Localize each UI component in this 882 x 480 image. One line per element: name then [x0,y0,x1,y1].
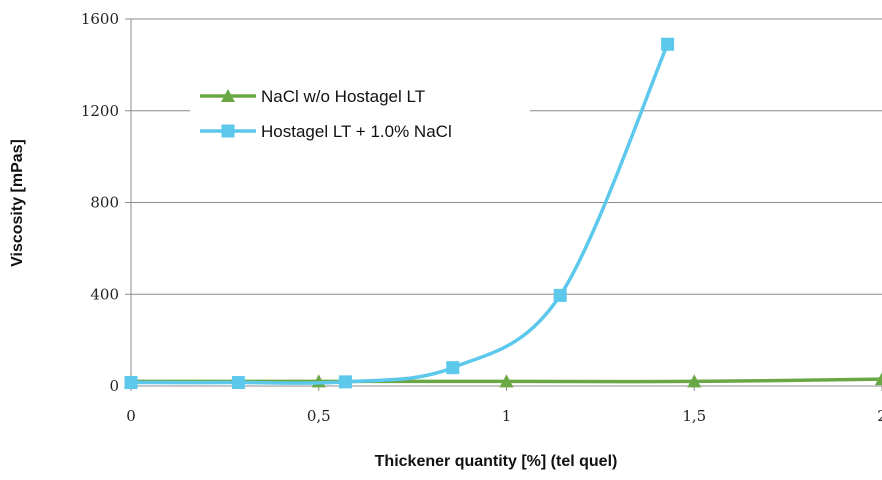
x-tick-label: 1,5 [682,407,706,425]
legend-marker [221,89,235,102]
y-tick-label: 1600 [81,10,119,28]
x-tick-label: 2 [877,407,882,425]
triangle-marker [499,374,514,388]
legend: NaCl w/o Hostagel LT Hostagel LT + 1.0% N… [190,78,530,158]
legend-marker [221,124,235,138]
triangle-marker [687,374,702,388]
axes [125,18,882,391]
y-tick-label: 800 [90,194,119,212]
x-axis-title: Thickener quantity [%] (tel quel) [375,453,618,470]
square-marker [338,375,352,389]
x-tick-label: 1 [502,407,512,425]
y-tick-label: 0 [109,377,119,395]
series-2 [124,37,675,390]
x-tick-label: 0 [126,407,136,425]
y-tick-label: 400 [90,285,119,303]
x-tick-labels: 0 0,5 1 1,5 2 [126,407,882,425]
x-tick-label: 0,5 [307,407,331,425]
y-axis-title: Viscosity [mPas] [9,139,26,267]
legend-box [190,78,530,158]
square-marker [661,37,675,51]
series-group [124,37,882,390]
square-marker [231,376,245,390]
triangle-marker [875,372,882,386]
square-marker [446,361,460,375]
legend-items: NaCl w/o Hostagel LT Hostagel LT + 1.0% N… [200,87,452,141]
legend-label: NaCl w/o Hostagel LT [261,87,425,106]
square-marker [124,376,138,390]
legend-label: Hostagel LT + 1.0% NaCl [261,122,452,141]
y-tick-label: 1200 [81,102,119,120]
square-marker [553,288,567,302]
y-tick-labels: 0 400 800 1200 1600 [81,10,119,395]
